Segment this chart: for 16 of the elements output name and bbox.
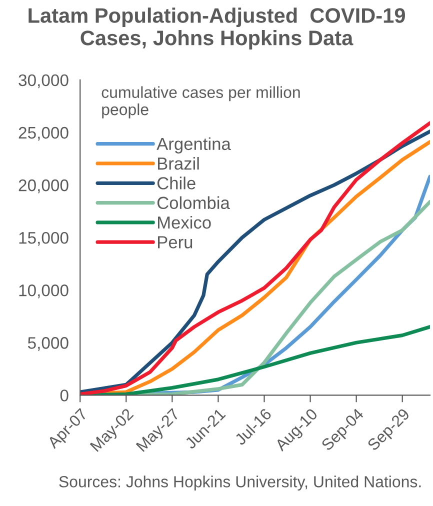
chart-title: Latam Population-Adjusted COVID-19 Cases, Johns Hopkins Data — [28, 8, 405, 50]
y-tick-label: 0 — [60, 390, 68, 402]
legend-label: Mexico — [158, 216, 211, 229]
legend-label: Argentina — [156, 137, 231, 154]
legend-label: Colombia — [157, 196, 230, 210]
source-note: Sources: Johns Hopkins University, United Nations. — [59, 476, 421, 491]
legend-label: Peru — [158, 236, 192, 248]
y-tick-label: 25,000 — [18, 126, 68, 141]
y-tick-label: 15,000 — [19, 232, 68, 246]
y-tick-label: 10,000 — [19, 284, 68, 298]
y-axis-title: cumulative cases per million people — [102, 86, 300, 118]
y-tick-label: 30,000 — [18, 74, 68, 88]
y-tick-label: 20,000 — [18, 179, 68, 194]
legend-label: Chile — [157, 176, 196, 190]
y-tick-label: 5,000 — [28, 337, 68, 351]
legend-label: Brazil — [158, 156, 199, 170]
